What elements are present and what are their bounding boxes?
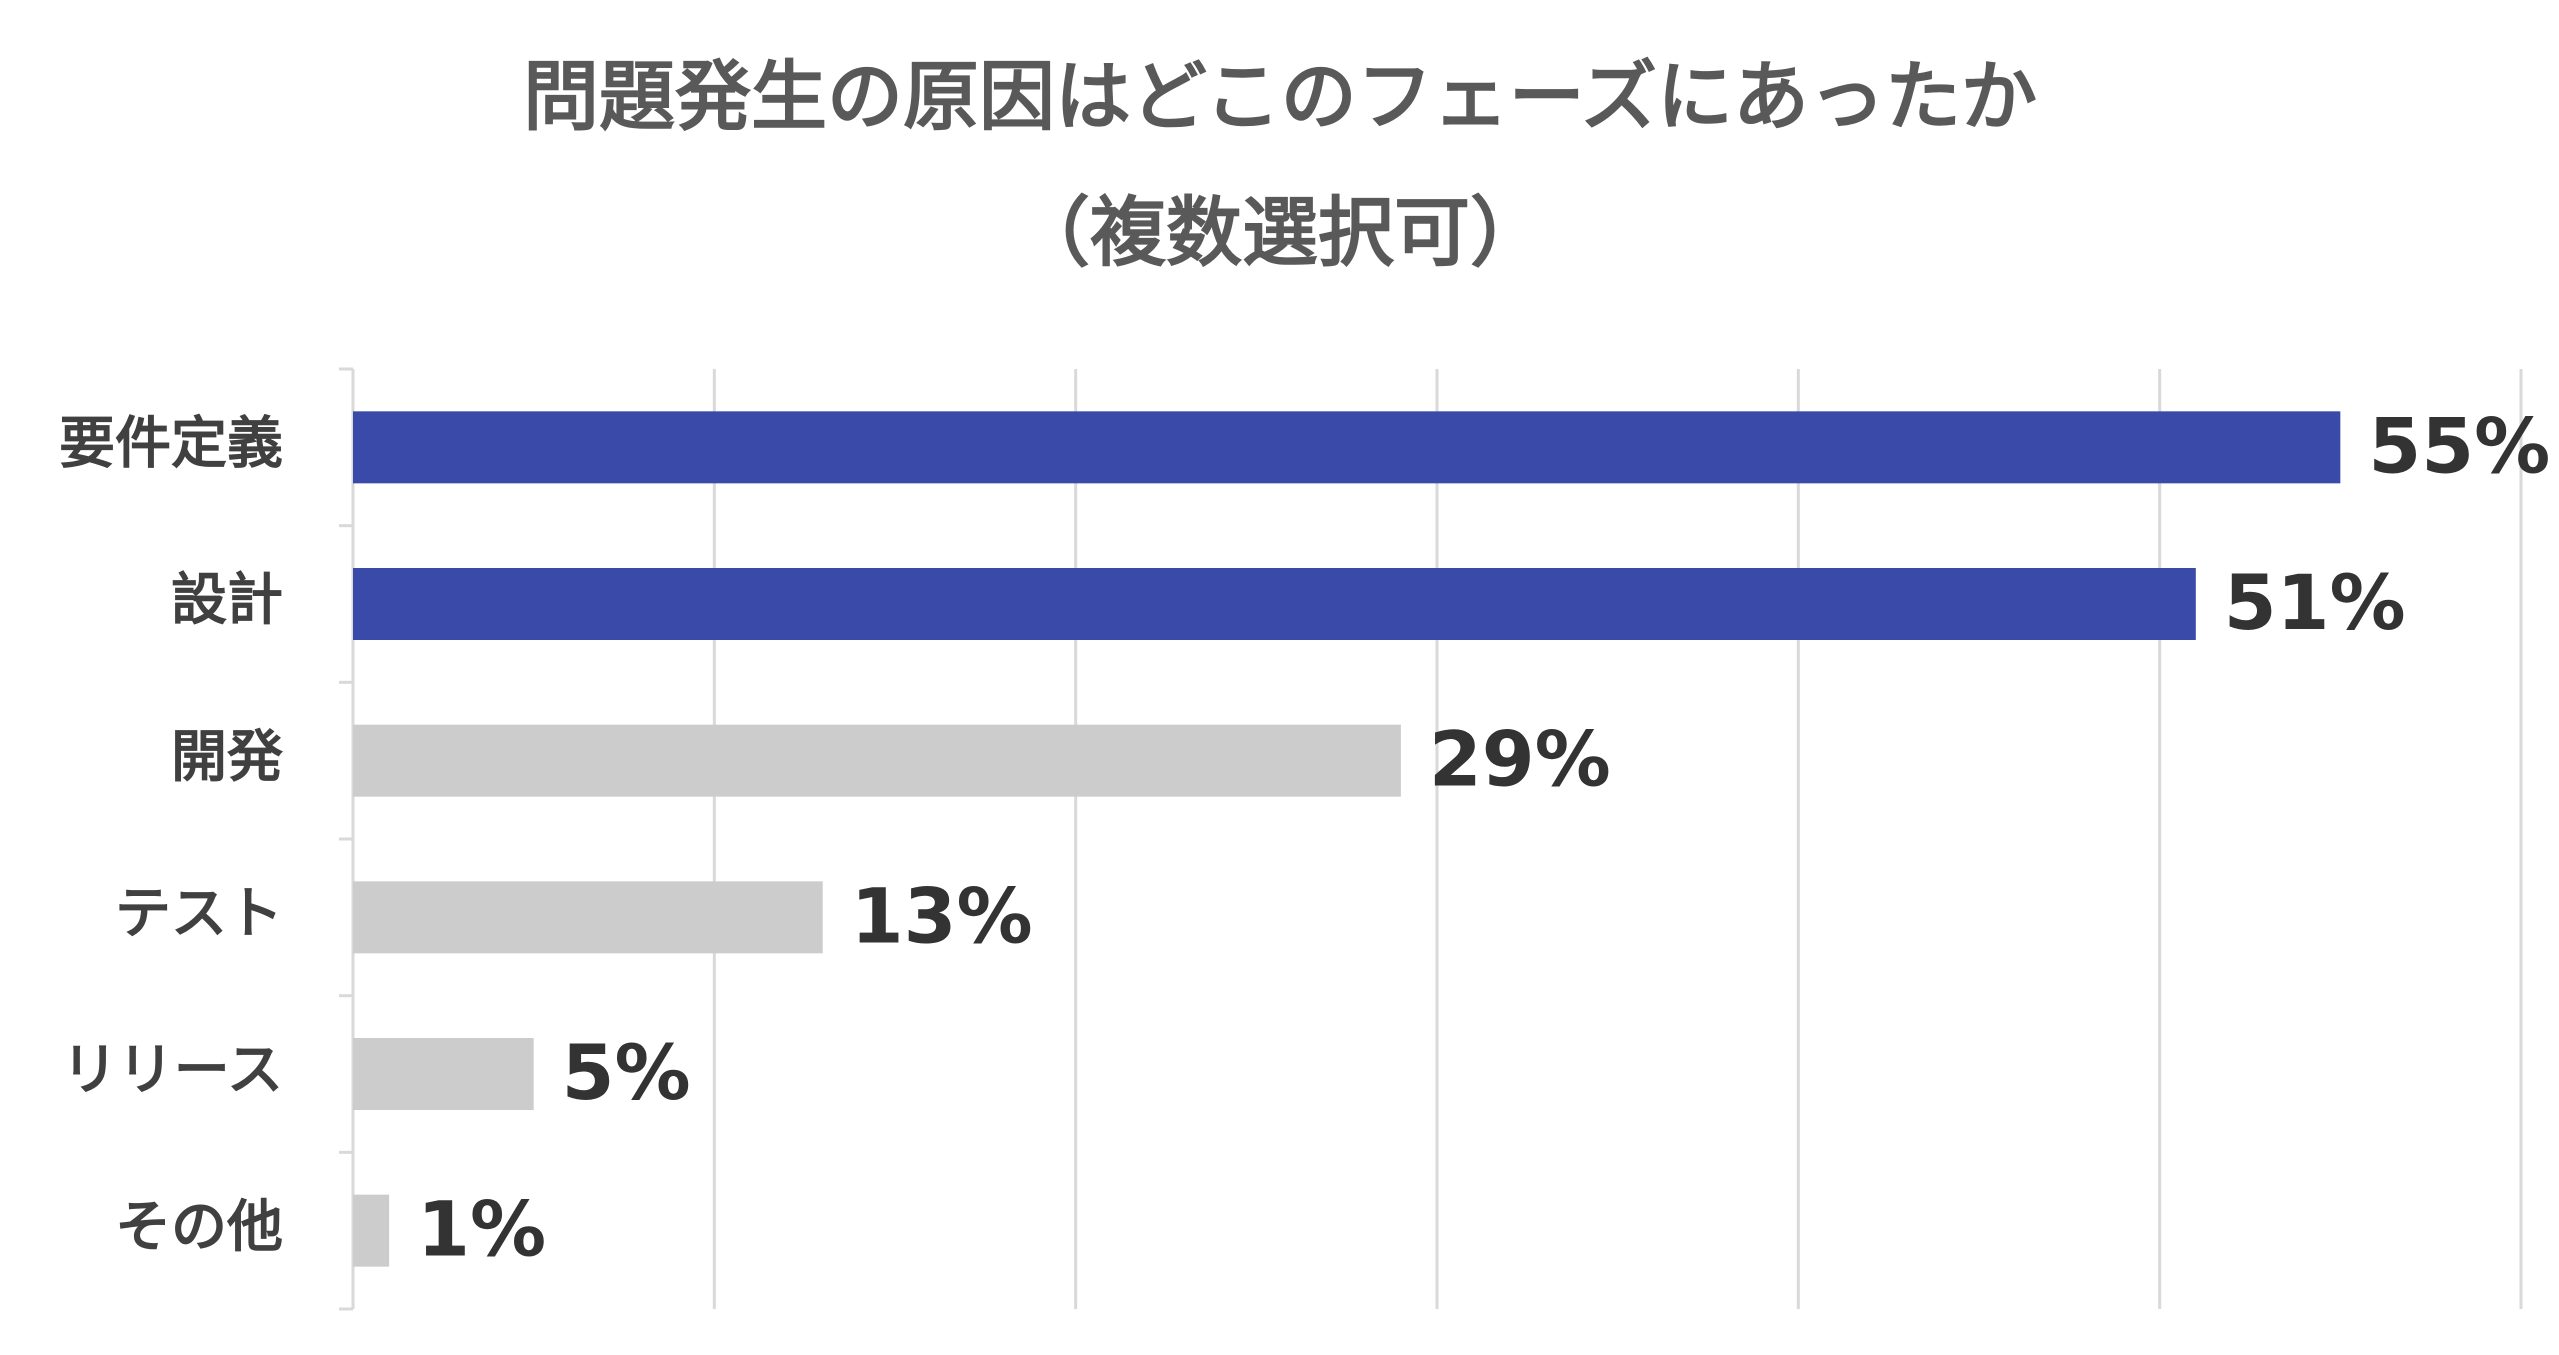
bar xyxy=(353,411,2341,484)
y-tick-label: テスト xyxy=(115,881,283,946)
value-label: 13% xyxy=(851,871,1033,960)
bar xyxy=(353,881,823,954)
value-label: 1% xyxy=(417,1185,546,1274)
bar xyxy=(353,568,2196,640)
value-label: 51% xyxy=(2224,558,2406,647)
y-tick-label: 設計 xyxy=(171,568,283,633)
value-label: 5% xyxy=(562,1028,691,1117)
bar xyxy=(353,724,1401,797)
chart-title: 問題発生の原因はどこのフェーズにあったか xyxy=(523,52,2037,141)
value-label: 29% xyxy=(1429,715,1611,804)
chart-subtitle: （複数選択可） xyxy=(1014,188,1546,277)
value-label: 55% xyxy=(2368,401,2550,490)
bar xyxy=(353,1194,390,1267)
bar xyxy=(353,1038,534,1110)
y-tick-label: その他 xyxy=(115,1195,283,1260)
y-tick-label: 要件定義 xyxy=(59,411,283,476)
y-tick-label: 開発 xyxy=(171,725,284,790)
y-tick-label: リリース xyxy=(62,1038,283,1103)
